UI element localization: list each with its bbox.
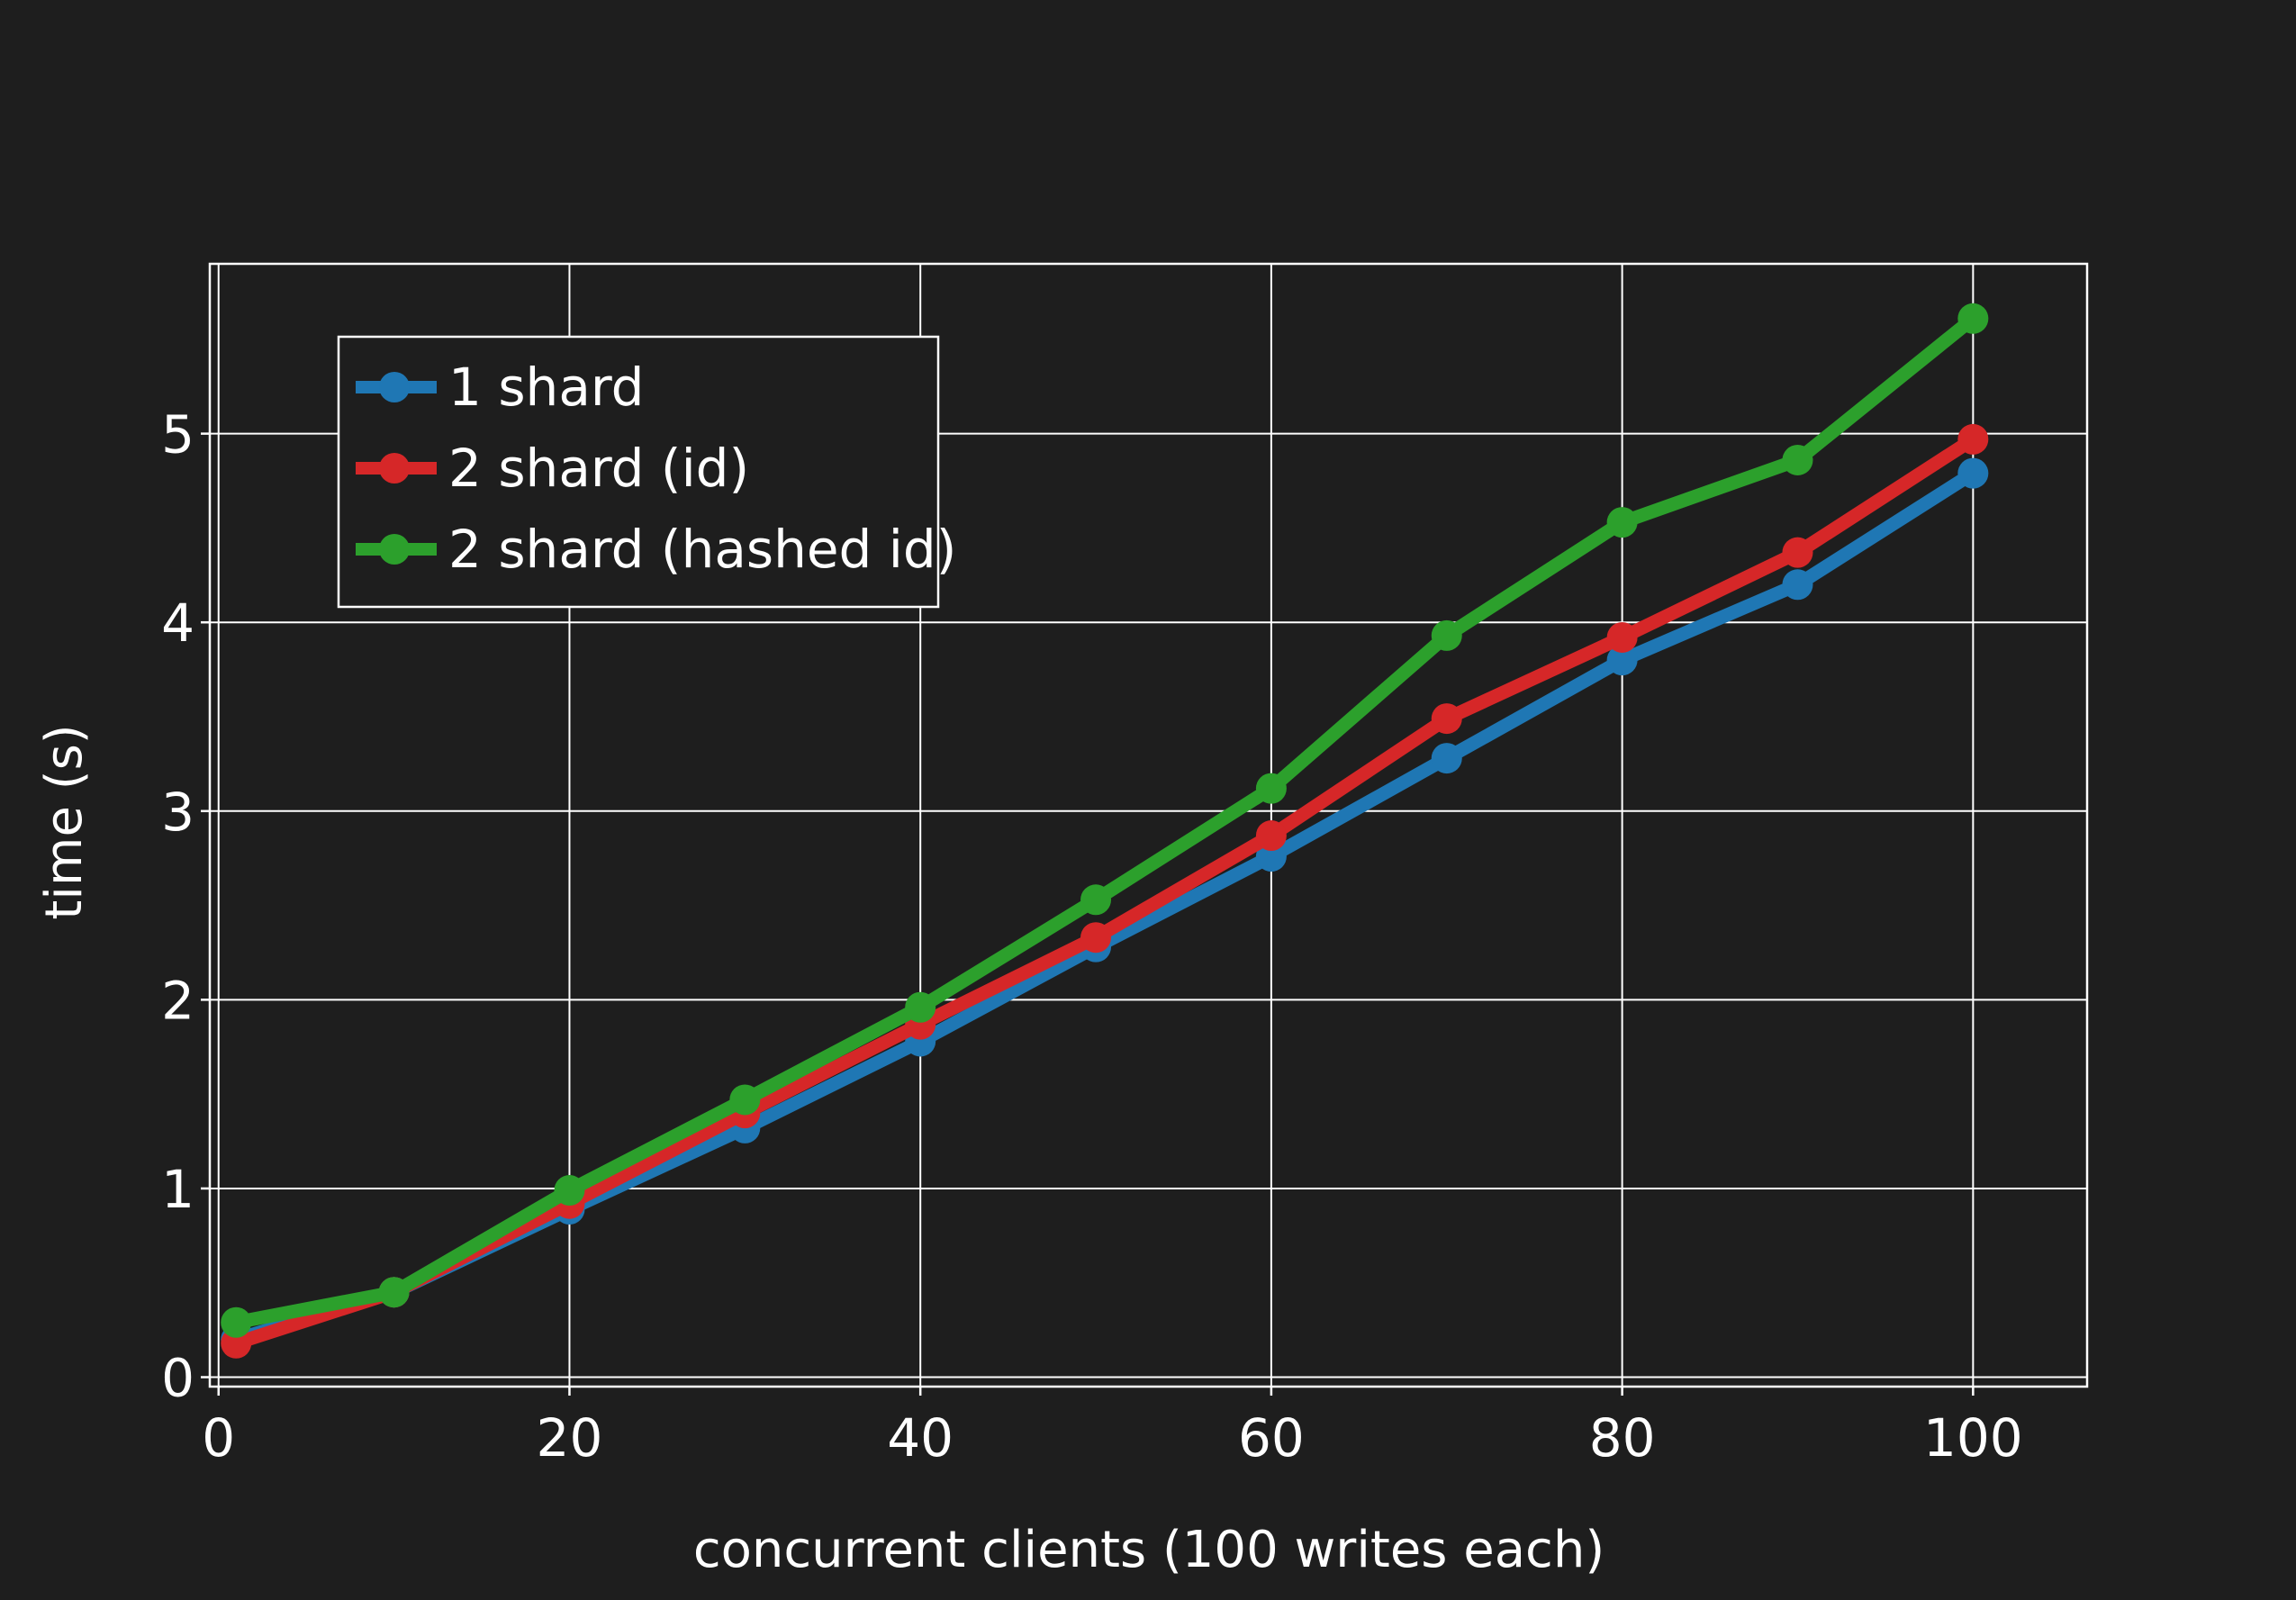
y-tick-label-2: 2 <box>161 970 194 1031</box>
y-tick-label-5: 5 <box>161 404 194 466</box>
point-2-shard-hashed-id-30 <box>729 1084 761 1116</box>
legend-box <box>337 335 940 609</box>
legend-label-2-shard-hashed-id: 2 shard (hashed id) <box>448 519 956 580</box>
y-tick-label-3: 3 <box>161 782 194 843</box>
x-axis-ticks: 0 20 40 60 80 100 <box>202 1387 2023 1469</box>
point-1-shard-100 <box>1957 457 1989 489</box>
y-tick-label-4: 4 <box>161 592 194 654</box>
point-1-shard-80 <box>1606 645 1638 676</box>
legend-item-2-shard-hashed-id: 2 shard (hashed id) <box>356 519 956 580</box>
x-tick-label-40: 40 <box>887 1407 954 1469</box>
y-axis-label: time (s) <box>35 724 94 919</box>
point-2-shard-hashed-id-90 <box>1782 444 1813 475</box>
point-2-shard-id-100 <box>1957 423 1989 455</box>
point-2-shard-id-50 <box>1080 922 1112 954</box>
series-layer <box>221 303 1989 1359</box>
legend-label-1-shard: 1 shard <box>448 357 645 418</box>
legend-item-1-shard: 1 shard <box>356 357 645 418</box>
x-axis-label: concurrent clients (100 writes each) <box>693 1521 1604 1579</box>
point-2-shard-id-60 <box>1255 820 1287 852</box>
point-2-shard-hashed-id-20 <box>554 1175 585 1207</box>
y-axis-ticks: 0 1 2 3 4 5 <box>161 404 210 1409</box>
point-2-shard-hashed-id-10 <box>378 1277 410 1308</box>
legend-item-2-shard-id: 2 shard (id) <box>356 438 749 499</box>
legend-marker-1-shard <box>379 372 410 402</box>
x-tick-label-0: 0 <box>202 1407 235 1469</box>
point-1-shard-90 <box>1782 569 1813 601</box>
legend-marker-2-shard-id <box>379 453 410 484</box>
x-tick-label-100: 100 <box>1923 1407 2023 1469</box>
point-2-shard-hashed-id-70 <box>1431 619 1462 651</box>
point-2-shard-id-90 <box>1782 537 1813 568</box>
x-tick-label-20: 20 <box>537 1407 603 1469</box>
point-1-shard-70 <box>1431 743 1462 774</box>
x-tick-label-80: 80 <box>1589 1407 1656 1469</box>
point-2-shard-hashed-id-50 <box>1080 884 1112 916</box>
legend-marker-2-shard-hashed-id <box>379 534 410 565</box>
legend-label-2-shard-id: 2 shard (id) <box>448 438 749 499</box>
point-2-shard-id-80 <box>1606 621 1638 653</box>
plot-frame <box>208 262 2089 1388</box>
y-tick-label-1: 1 <box>161 1159 194 1220</box>
point-2-shard-hashed-id-60 <box>1255 773 1287 804</box>
legend: 1 shard 2 shard (id) 2 shard (hashed id) <box>337 335 956 609</box>
point-2-shard-id-70 <box>1431 703 1462 735</box>
point-2-shard-hashed-id-100 <box>1957 303 1989 334</box>
point-2-shard-hashed-id-40 <box>905 991 936 1023</box>
y-tick-label-0: 0 <box>161 1348 194 1409</box>
point-2-shard-hashed-id-80 <box>1606 507 1638 538</box>
x-tick-label-60: 60 <box>1238 1407 1305 1469</box>
point-2-shard-hashed-id-1 <box>221 1306 252 1338</box>
